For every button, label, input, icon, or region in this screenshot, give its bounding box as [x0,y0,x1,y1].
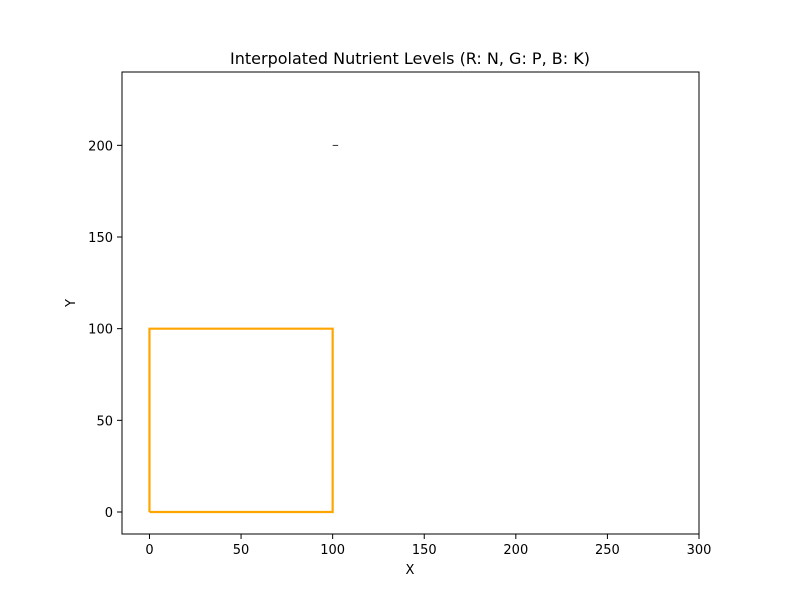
y-tick-label: 50 [96,414,113,429]
series-layer [148,327,334,514]
y-tick-label: 200 [88,139,113,154]
x-tick-label: 250 [595,543,620,558]
plot-area-frame [121,71,700,535]
series-line [148,327,334,514]
y-tick-label: 0 [105,506,113,521]
y-tick-label: 100 [88,323,113,338]
y-tick-label: 150 [88,231,113,246]
x-tick-label: 0 [145,543,153,558]
y-axis-label: Y [64,299,79,308]
x-tick-label: 50 [233,543,250,558]
x-tick-label: 200 [503,543,528,558]
x-tick-label: 100 [320,543,345,558]
x-axis-ticks: 0 50 100 150 200 250 300 [145,534,711,558]
chart-title: Interpolated Nutrient Levels (R: N, G: P… [230,49,590,68]
x-axis-label: X [406,563,415,578]
y-axis-ticks: 0 50 100 150 200 [88,139,122,521]
x-tick-label: 300 [687,543,712,558]
x-tick-label: 150 [412,543,437,558]
